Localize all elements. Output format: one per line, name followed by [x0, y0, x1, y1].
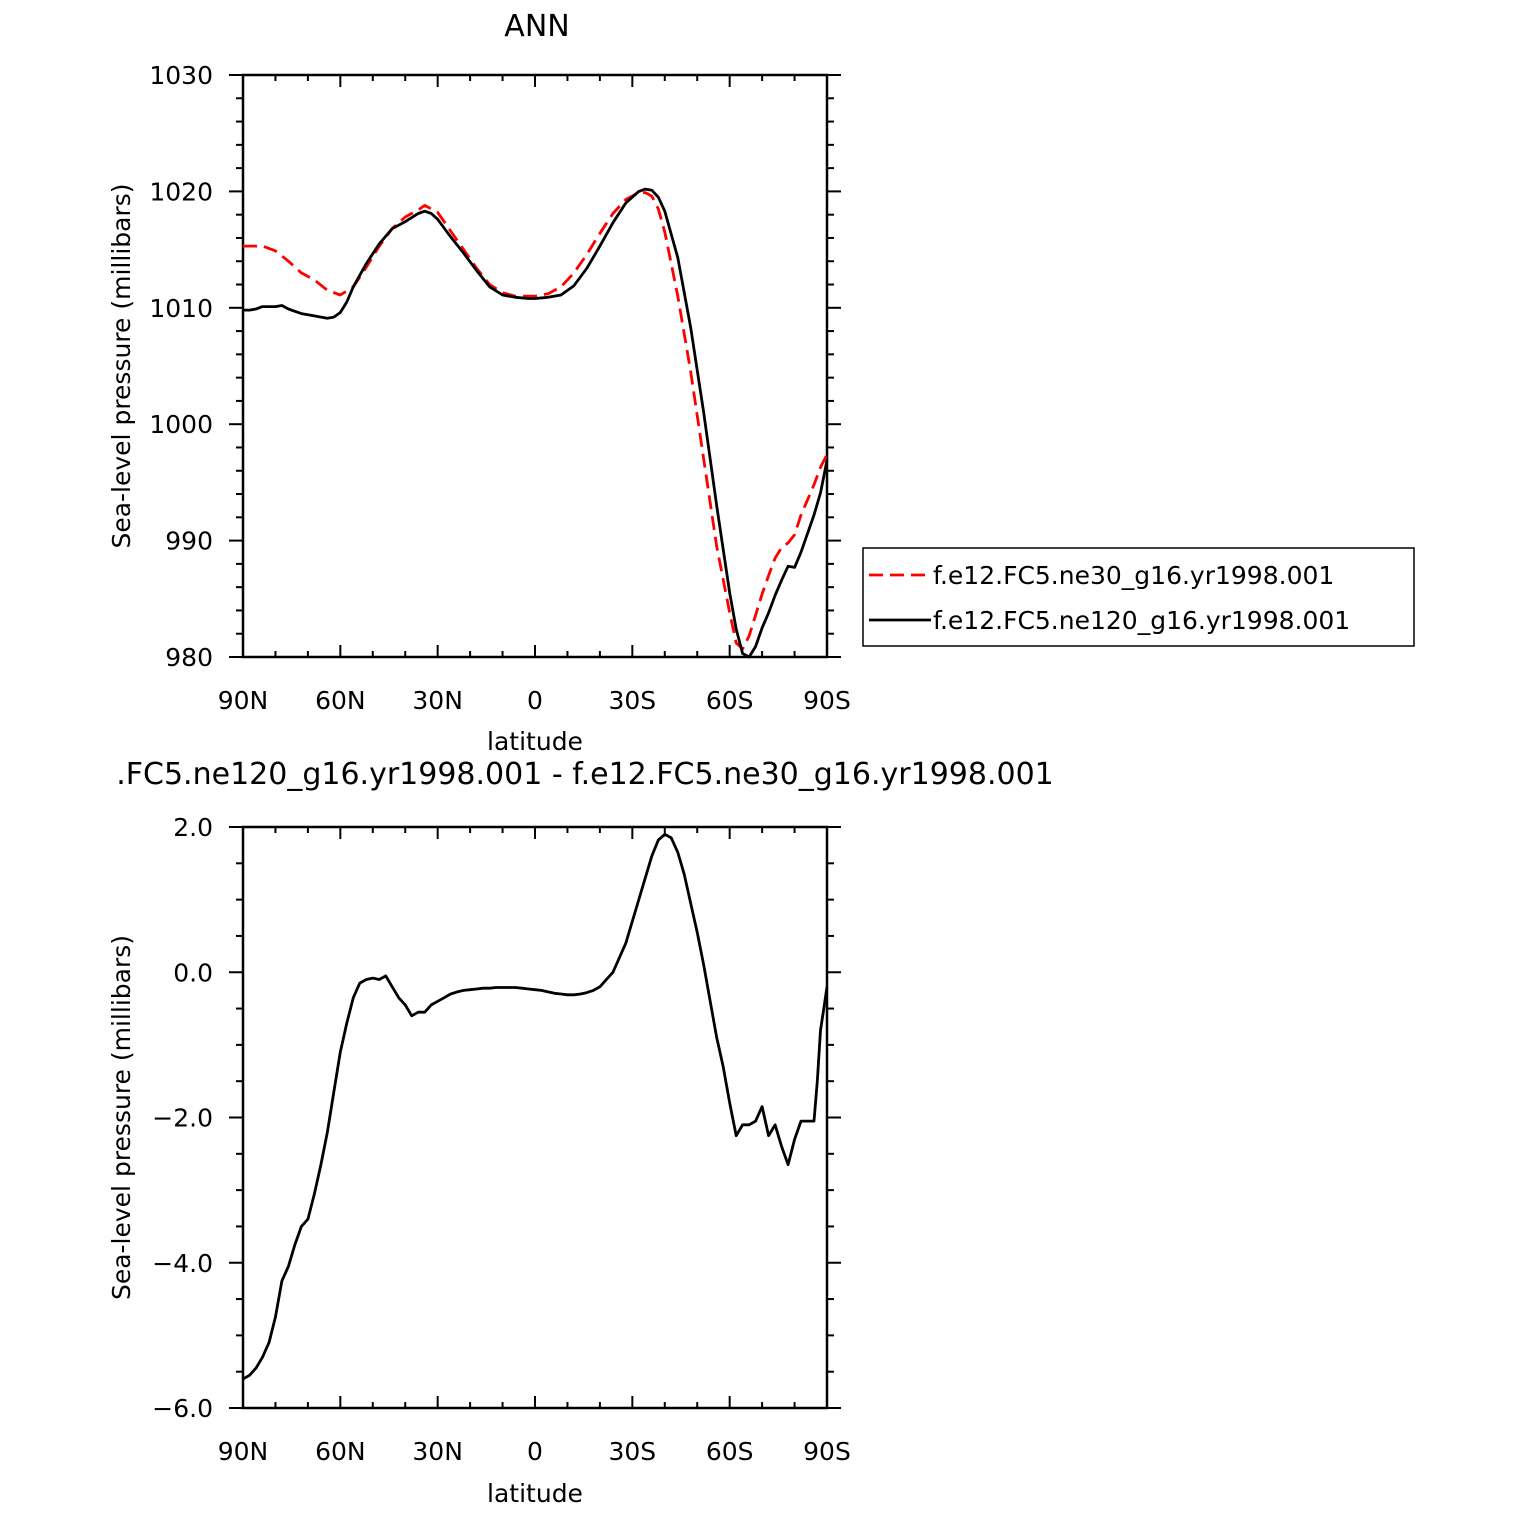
x-tick-label: 90S	[803, 1437, 851, 1466]
y-tick-label: −4.0	[152, 1249, 213, 1278]
plot-title: ANN	[504, 9, 569, 44]
series-line-0	[243, 191, 829, 651]
y-axis-title: Sea-level pressure (millibars)	[107, 183, 136, 548]
y-tick-label: 2.0	[173, 813, 213, 842]
y-tick-label: −6.0	[152, 1394, 213, 1423]
chart-bottom-difference-slp: 90N 60N 30N 0 30S 60S 90S −6.0 −4.0 −2.0 0.0 2.0 .FC…	[107, 757, 1054, 1508]
chart-top-annual-slp: 90N 60N 30N 0 30S 60S 90S 980 990 1000 1010 1020 103…	[107, 9, 851, 756]
x-tick-label: 90S	[803, 686, 851, 715]
legend-label-0: f.e12.FC5.ne30_g16.yr1998.001	[933, 561, 1334, 590]
y-tick-label: 0.0	[173, 958, 213, 987]
x-tick-label: 90N	[218, 1437, 269, 1466]
legend-label-1: f.e12.FC5.ne120_g16.yr1998.001	[933, 606, 1350, 635]
x-tick-label: 30N	[412, 1437, 463, 1466]
y-tick-label: 1010	[149, 294, 213, 323]
x-tick-label: 60N	[315, 686, 366, 715]
legend-box	[862, 547, 1415, 647]
y-tick-label: 1030	[149, 61, 213, 90]
x-tick-label: 30S	[608, 686, 656, 715]
plot-title: .FC5.ne120_g16.yr1998.001 - f.e12.FC5.ne…	[116, 757, 1054, 792]
x-axis-title: latitude	[487, 727, 583, 756]
x-tick-label: 0	[527, 1437, 543, 1466]
x-tick-label: 60N	[315, 1437, 366, 1466]
x-tick-label: 60S	[706, 1437, 754, 1466]
series-line-1	[243, 187, 829, 659]
x-tick-label: 60S	[706, 686, 754, 715]
series-line-0	[242, 832, 829, 1381]
y-tick-label: −2.0	[152, 1104, 213, 1133]
y-tick-label: 1020	[149, 177, 213, 206]
x-tick-label: 90N	[218, 686, 269, 715]
y-axis-title: Sea-level pressure (millibars)	[107, 935, 136, 1300]
x-tick-label: 0	[527, 686, 543, 715]
y-tick-label: 980	[165, 643, 213, 672]
y-tick-label: 1000	[149, 410, 213, 439]
plot-frame	[241, 73, 829, 659]
x-tick-label: 30S	[608, 1437, 656, 1466]
legend: f.e12.FC5.ne30_g16.yr1998.001 f.e12.FC5.n…	[862, 547, 1415, 647]
y-tick-label: 990	[165, 527, 213, 556]
x-tick-label: 30N	[412, 686, 463, 715]
x-axis-title: latitude	[487, 1479, 583, 1508]
